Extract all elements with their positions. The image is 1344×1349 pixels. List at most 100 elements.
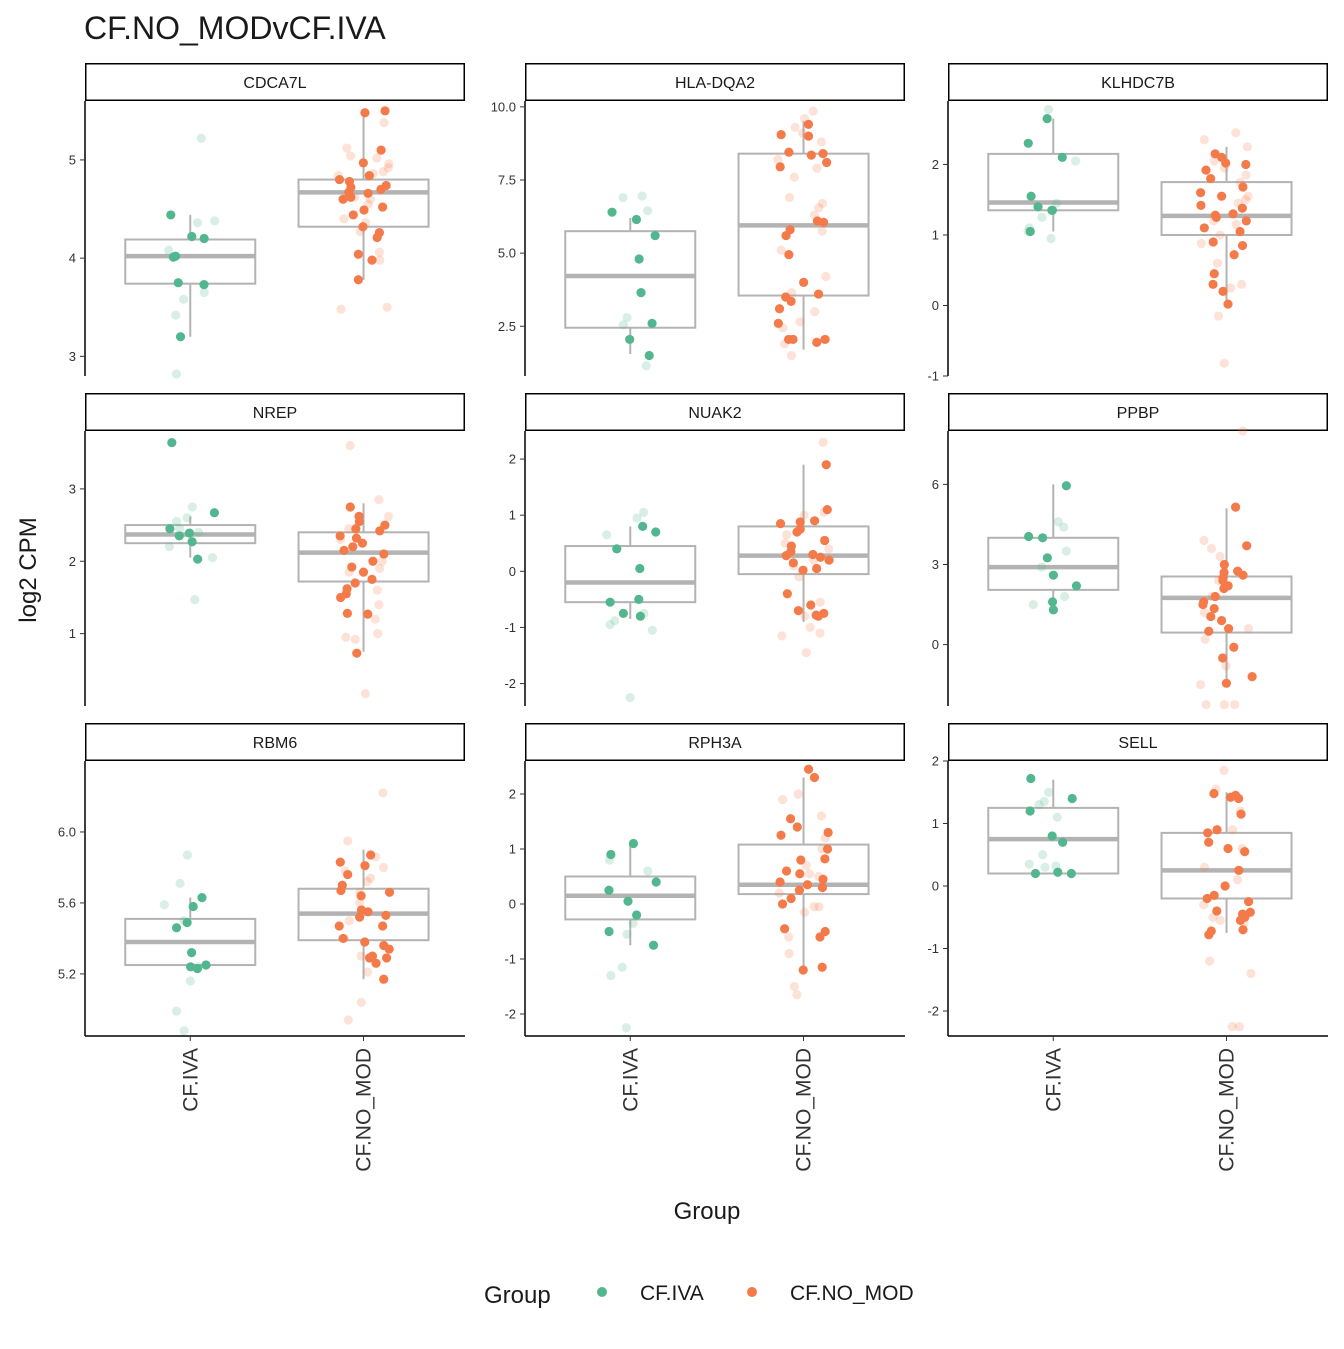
data-point <box>618 608 628 618</box>
faded-data-point <box>1024 859 1034 869</box>
faded-data-point <box>799 510 809 520</box>
faded-data-point <box>794 572 804 582</box>
x-tick-label: CF.IVA <box>1042 1048 1065 1112</box>
data-point <box>632 910 642 920</box>
data-point <box>612 544 622 554</box>
data-point <box>1228 209 1238 219</box>
faded-data-point <box>800 907 810 917</box>
faded-data-point <box>171 369 182 379</box>
data-point <box>358 158 368 168</box>
data-point <box>792 527 802 537</box>
data-point <box>809 516 820 526</box>
data-point <box>775 877 785 887</box>
data-point <box>351 533 362 543</box>
faded-data-point <box>632 513 642 523</box>
data-point <box>1234 793 1244 804</box>
data-point <box>199 233 209 244</box>
data-point <box>822 157 832 168</box>
faded-data-point <box>193 527 204 537</box>
data-point <box>353 275 363 285</box>
data-point <box>628 838 639 849</box>
data-point <box>1198 599 1208 610</box>
data-point <box>636 288 646 298</box>
faded-data-point <box>801 648 811 658</box>
faded-data-point <box>628 918 638 928</box>
faded-data-point <box>1213 311 1224 321</box>
faded-data-point <box>1051 198 1062 208</box>
y-tick-label: 3 <box>932 557 939 572</box>
faded-data-point <box>786 350 797 361</box>
faded-data-point <box>182 513 192 523</box>
data-point <box>197 893 207 903</box>
data-point <box>638 521 648 532</box>
panel-hla-dqa2: HLA-DQA2 2.5 5.0 7.5 10.0 <box>491 63 905 376</box>
faded-data-point <box>185 976 196 986</box>
faded-data-point <box>647 625 657 635</box>
x-tick-label: CF.NO_MOD <box>1216 1048 1239 1172</box>
data-point <box>604 885 614 895</box>
facet-strip-label: SELL <box>1118 735 1157 752</box>
y-tick-label: 1 <box>932 816 939 831</box>
legend-label-cf-iva: CF.IVA <box>640 1282 704 1305</box>
data-point <box>367 255 377 265</box>
data-point <box>605 597 615 607</box>
data-point <box>1196 200 1206 210</box>
y-tick-label: 0 <box>932 298 939 313</box>
facet-strip-label: NREP <box>253 405 297 422</box>
faded-data-point <box>814 203 824 213</box>
faded-data-point <box>1230 700 1240 710</box>
data-point <box>376 184 386 194</box>
data-point <box>360 937 370 947</box>
data-point <box>788 334 798 345</box>
faded-data-point <box>812 163 822 173</box>
data-point <box>192 963 203 974</box>
faded-data-point <box>187 502 197 512</box>
data-point <box>607 207 617 217</box>
data-point <box>379 549 389 559</box>
data-point <box>201 960 211 970</box>
data-point <box>338 933 348 944</box>
data-point <box>781 550 791 561</box>
data-point <box>773 318 783 328</box>
data-point <box>1057 152 1067 163</box>
faded-data-point <box>1209 156 1219 166</box>
box-cf-no-mod <box>737 843 870 896</box>
faded-data-point <box>1028 599 1038 610</box>
y-tick-label: 1 <box>932 227 939 242</box>
faded-data-point <box>1227 825 1238 835</box>
x-tick-label: CF.IVA <box>179 1048 202 1112</box>
data-point <box>775 162 785 172</box>
data-point <box>166 210 176 220</box>
panel-cdca7l: CDCA7L 3 4 5 <box>69 63 465 379</box>
data-point <box>367 574 377 584</box>
data-point <box>342 608 352 618</box>
faded-data-point <box>784 948 794 959</box>
panel-rbm6: RBM6 5.2 5.6 6.0 CF.IVA CF.NO_MOD <box>58 723 465 1172</box>
data-point <box>366 850 376 860</box>
faded-data-point <box>1243 191 1253 201</box>
data-point <box>1229 250 1239 260</box>
y-tick-label: 5.0 <box>498 246 516 261</box>
y-tick-label: -1 <box>927 369 939 384</box>
faded-data-point <box>356 951 366 961</box>
data-point <box>822 504 832 515</box>
data-point <box>812 563 822 574</box>
faded-data-point <box>360 689 370 699</box>
faded-data-point <box>817 226 827 236</box>
data-point <box>782 589 792 599</box>
faded-data-point <box>384 159 394 169</box>
faded-data-point <box>618 320 629 330</box>
faded-data-point <box>782 530 792 540</box>
data-point <box>803 764 814 774</box>
faded-data-point <box>356 997 366 1007</box>
data-point <box>187 948 197 958</box>
data-point <box>786 893 796 904</box>
faded-data-point <box>1070 156 1081 166</box>
data-point <box>165 524 175 534</box>
facet-strip-box <box>85 63 465 101</box>
data-point <box>1226 792 1236 802</box>
x-tick-label: CF.IVA <box>619 1048 642 1112</box>
faded-data-point <box>815 597 825 607</box>
facet-strip-box <box>948 723 1328 761</box>
